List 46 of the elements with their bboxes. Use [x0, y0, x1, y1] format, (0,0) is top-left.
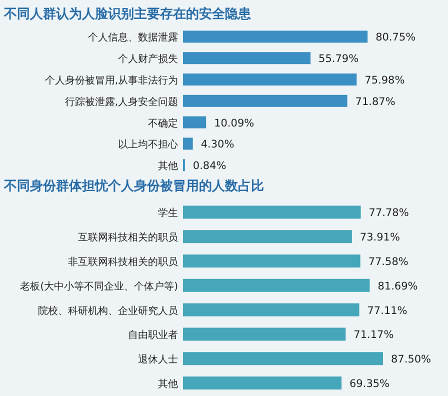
bar — [183, 328, 346, 341]
data-label: 75.98% — [364, 74, 405, 86]
data-label: 73.91% — [360, 232, 400, 244]
bar — [183, 254, 360, 268]
bar — [183, 206, 361, 219]
y-tick-label: 不确定 — [148, 117, 178, 130]
y-tick-label: 非互联网科技相关的职员 — [68, 256, 178, 268]
data-label: 4.30% — [200, 138, 234, 151]
data-label: 77.58% — [368, 256, 408, 268]
bar — [183, 52, 311, 64]
y-tick-label: 自由职业者 — [128, 329, 178, 342]
data-label: 71.17% — [354, 329, 394, 342]
data-label: 55.79% — [318, 53, 359, 66]
chart-title: 不同身份群体担忧个人身份被冒用的人数占比 — [3, 178, 264, 194]
bar — [183, 376, 342, 390]
y-tick-label: 行踪被泄露,人身安全问题 — [64, 96, 178, 108]
bar — [183, 116, 206, 128]
data-label: 69.35% — [350, 378, 390, 390]
data-label: 71.87% — [355, 96, 396, 108]
data-label: 80.75% — [376, 32, 416, 44]
bar — [183, 74, 357, 86]
y-tick-label: 学生 — [158, 207, 178, 220]
data-label: 87.50% — [391, 354, 432, 366]
y-tick-label: 互联网科技相关的职员 — [78, 232, 178, 244]
chart-title: 不同人群认为人脸识别主要存在的安全隐患 — [3, 6, 252, 22]
y-tick-label: 退休人士 — [138, 354, 178, 366]
y-tick-label: 以上均不担心 — [118, 138, 178, 151]
data-label: 81.69% — [378, 280, 418, 292]
data-label: 0.84% — [192, 160, 226, 172]
bar — [183, 94, 348, 107]
bar — [183, 278, 370, 292]
data-label: 10.09% — [214, 117, 254, 130]
bar — [183, 230, 352, 244]
y-tick-label: 其他 — [158, 160, 178, 172]
y-tick-label: 个人财产损失 — [118, 53, 178, 66]
y-tick-label: 老板(大中小等不同企业、个体户等) — [20, 280, 178, 292]
bar — [183, 30, 368, 43]
y-tick-label: 院校、科研机构、企业研究人员 — [38, 304, 178, 317]
y-tick-label: 其他 — [158, 378, 178, 390]
y-tick-label: 个人身份被冒用,从事非法行为 — [44, 74, 178, 86]
bar — [183, 303, 360, 316]
y-tick-label: 个人信息、数据泄露 — [88, 32, 178, 44]
data-label: 77.11% — [367, 304, 408, 317]
bar — [183, 138, 193, 150]
data-label: 77.78% — [368, 207, 409, 220]
bar — [183, 352, 383, 366]
